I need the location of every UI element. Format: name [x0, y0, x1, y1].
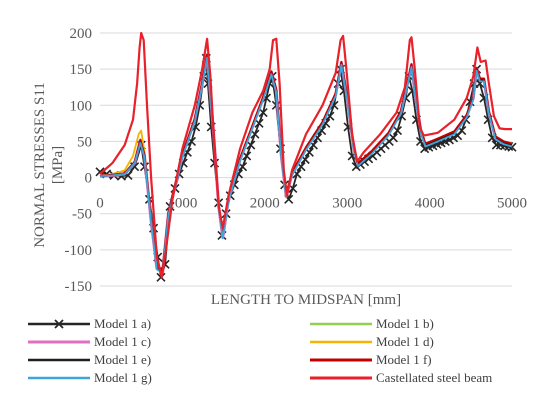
y-tick-label: 0: [85, 171, 93, 187]
series-line: [99, 31, 512, 279]
series-line: [99, 55, 513, 273]
legend-label: Model 1 a): [94, 316, 151, 331]
legend-label: Castellated steel beam: [376, 370, 492, 385]
series-lines: [95, 31, 517, 282]
series-line: [99, 57, 513, 279]
series-line: [99, 55, 513, 273]
x-tick-label: 1000: [167, 196, 197, 212]
legend: Model 1 a) Model 1 b) Model 1 c) Model 1 d)…: [28, 316, 492, 385]
y-axis-title: NORMAL STRESSES S11 [MPa]: [32, 82, 66, 248]
data-point-marker: [258, 107, 268, 118]
y-tick-label: 50: [77, 134, 92, 150]
y-tick-label: -50: [72, 207, 92, 223]
series-line: [99, 53, 513, 274]
legend-label: Model 1 d): [376, 334, 434, 349]
x-tick-label: 0: [96, 196, 104, 212]
y-tick-label: 150: [70, 62, 93, 78]
x-tick-label: 3000: [332, 196, 362, 212]
data-point-marker: [392, 126, 403, 136]
legend-label: Model 1 c): [94, 334, 151, 349]
series-line: [99, 56, 513, 274]
legend-label: Model 1 g): [94, 370, 152, 385]
x-tick-label: 2000: [250, 196, 280, 212]
data-point-marker: [388, 133, 398, 143]
legend-marker: [54, 319, 64, 329]
x-tick-label: 5000: [497, 196, 527, 212]
data-point-marker: [254, 118, 264, 128]
legend-label: Model 1 e): [94, 352, 151, 367]
y-tick-label: -100: [65, 243, 93, 259]
y-tick-label: 200: [70, 26, 93, 42]
series-line: [99, 55, 513, 273]
series-line: [99, 53, 513, 272]
x-tick-label: 4000: [415, 196, 445, 212]
x-axis-title: LENGTH TO MIDSPAN [mm]: [211, 292, 401, 308]
y-tick-label: -150: [65, 279, 93, 295]
legend-label: Model 1 f): [376, 352, 432, 367]
legend-label: Model 1 b): [376, 316, 434, 331]
y-tick-label: 100: [70, 98, 93, 114]
